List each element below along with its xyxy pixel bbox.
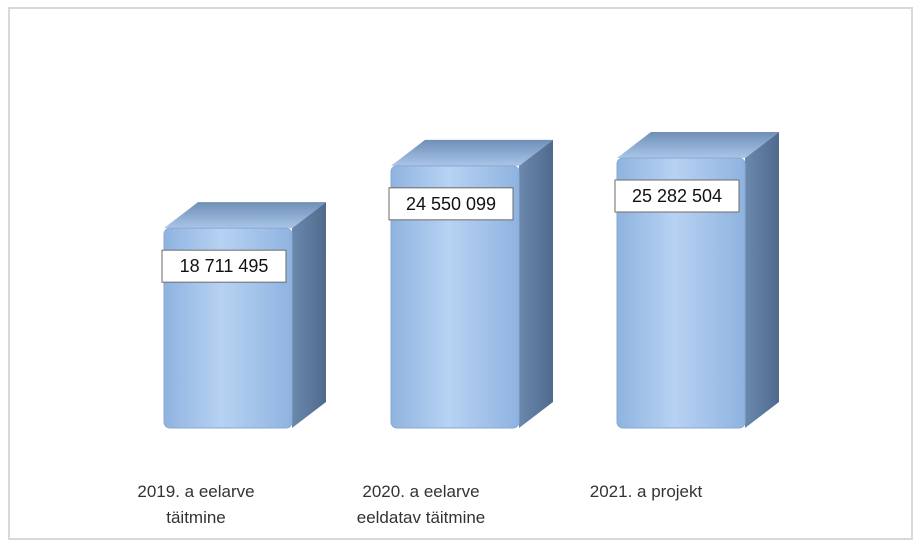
bar-2 [390,139,553,429]
data-label-box [614,179,740,213]
data-label-1: 18 711 495 [161,249,287,283]
data-label-text: 25 282 504 [632,186,722,206]
bar-front-face [616,157,746,429]
category-label-line: 2020. a eelarve [362,482,479,501]
bar-top-face [391,139,553,166]
category-label-line: 2019. a eelarve [137,482,254,501]
category-label-line: täitmine [166,508,226,527]
data-label-box [161,249,287,283]
bar-side-face [519,139,553,428]
bar-1 [163,202,326,429]
data-label-text: 24 550 099 [406,194,496,214]
bar-side-face [292,202,326,428]
bar-side-face [745,132,779,428]
category-label-line: eeldatav täitmine [357,508,486,527]
category-label-2: 2020. a eelarve eeldatav täitmine [357,482,486,527]
category-label-3: 2021. a projekt [590,482,703,501]
data-label-text: 18 711 495 [180,256,269,276]
bar-top-face [164,202,326,229]
data-label-3: 25 282 504 [614,179,740,213]
category-label-1: 2019. a eelarve täitmine [137,482,254,527]
bar-top-face [617,132,779,158]
bar-front-face [390,165,520,429]
bar-3 [616,132,779,429]
category-label-line: 2021. a projekt [590,482,703,501]
data-label-box [388,187,514,221]
data-label-2: 24 550 099 [388,187,514,221]
